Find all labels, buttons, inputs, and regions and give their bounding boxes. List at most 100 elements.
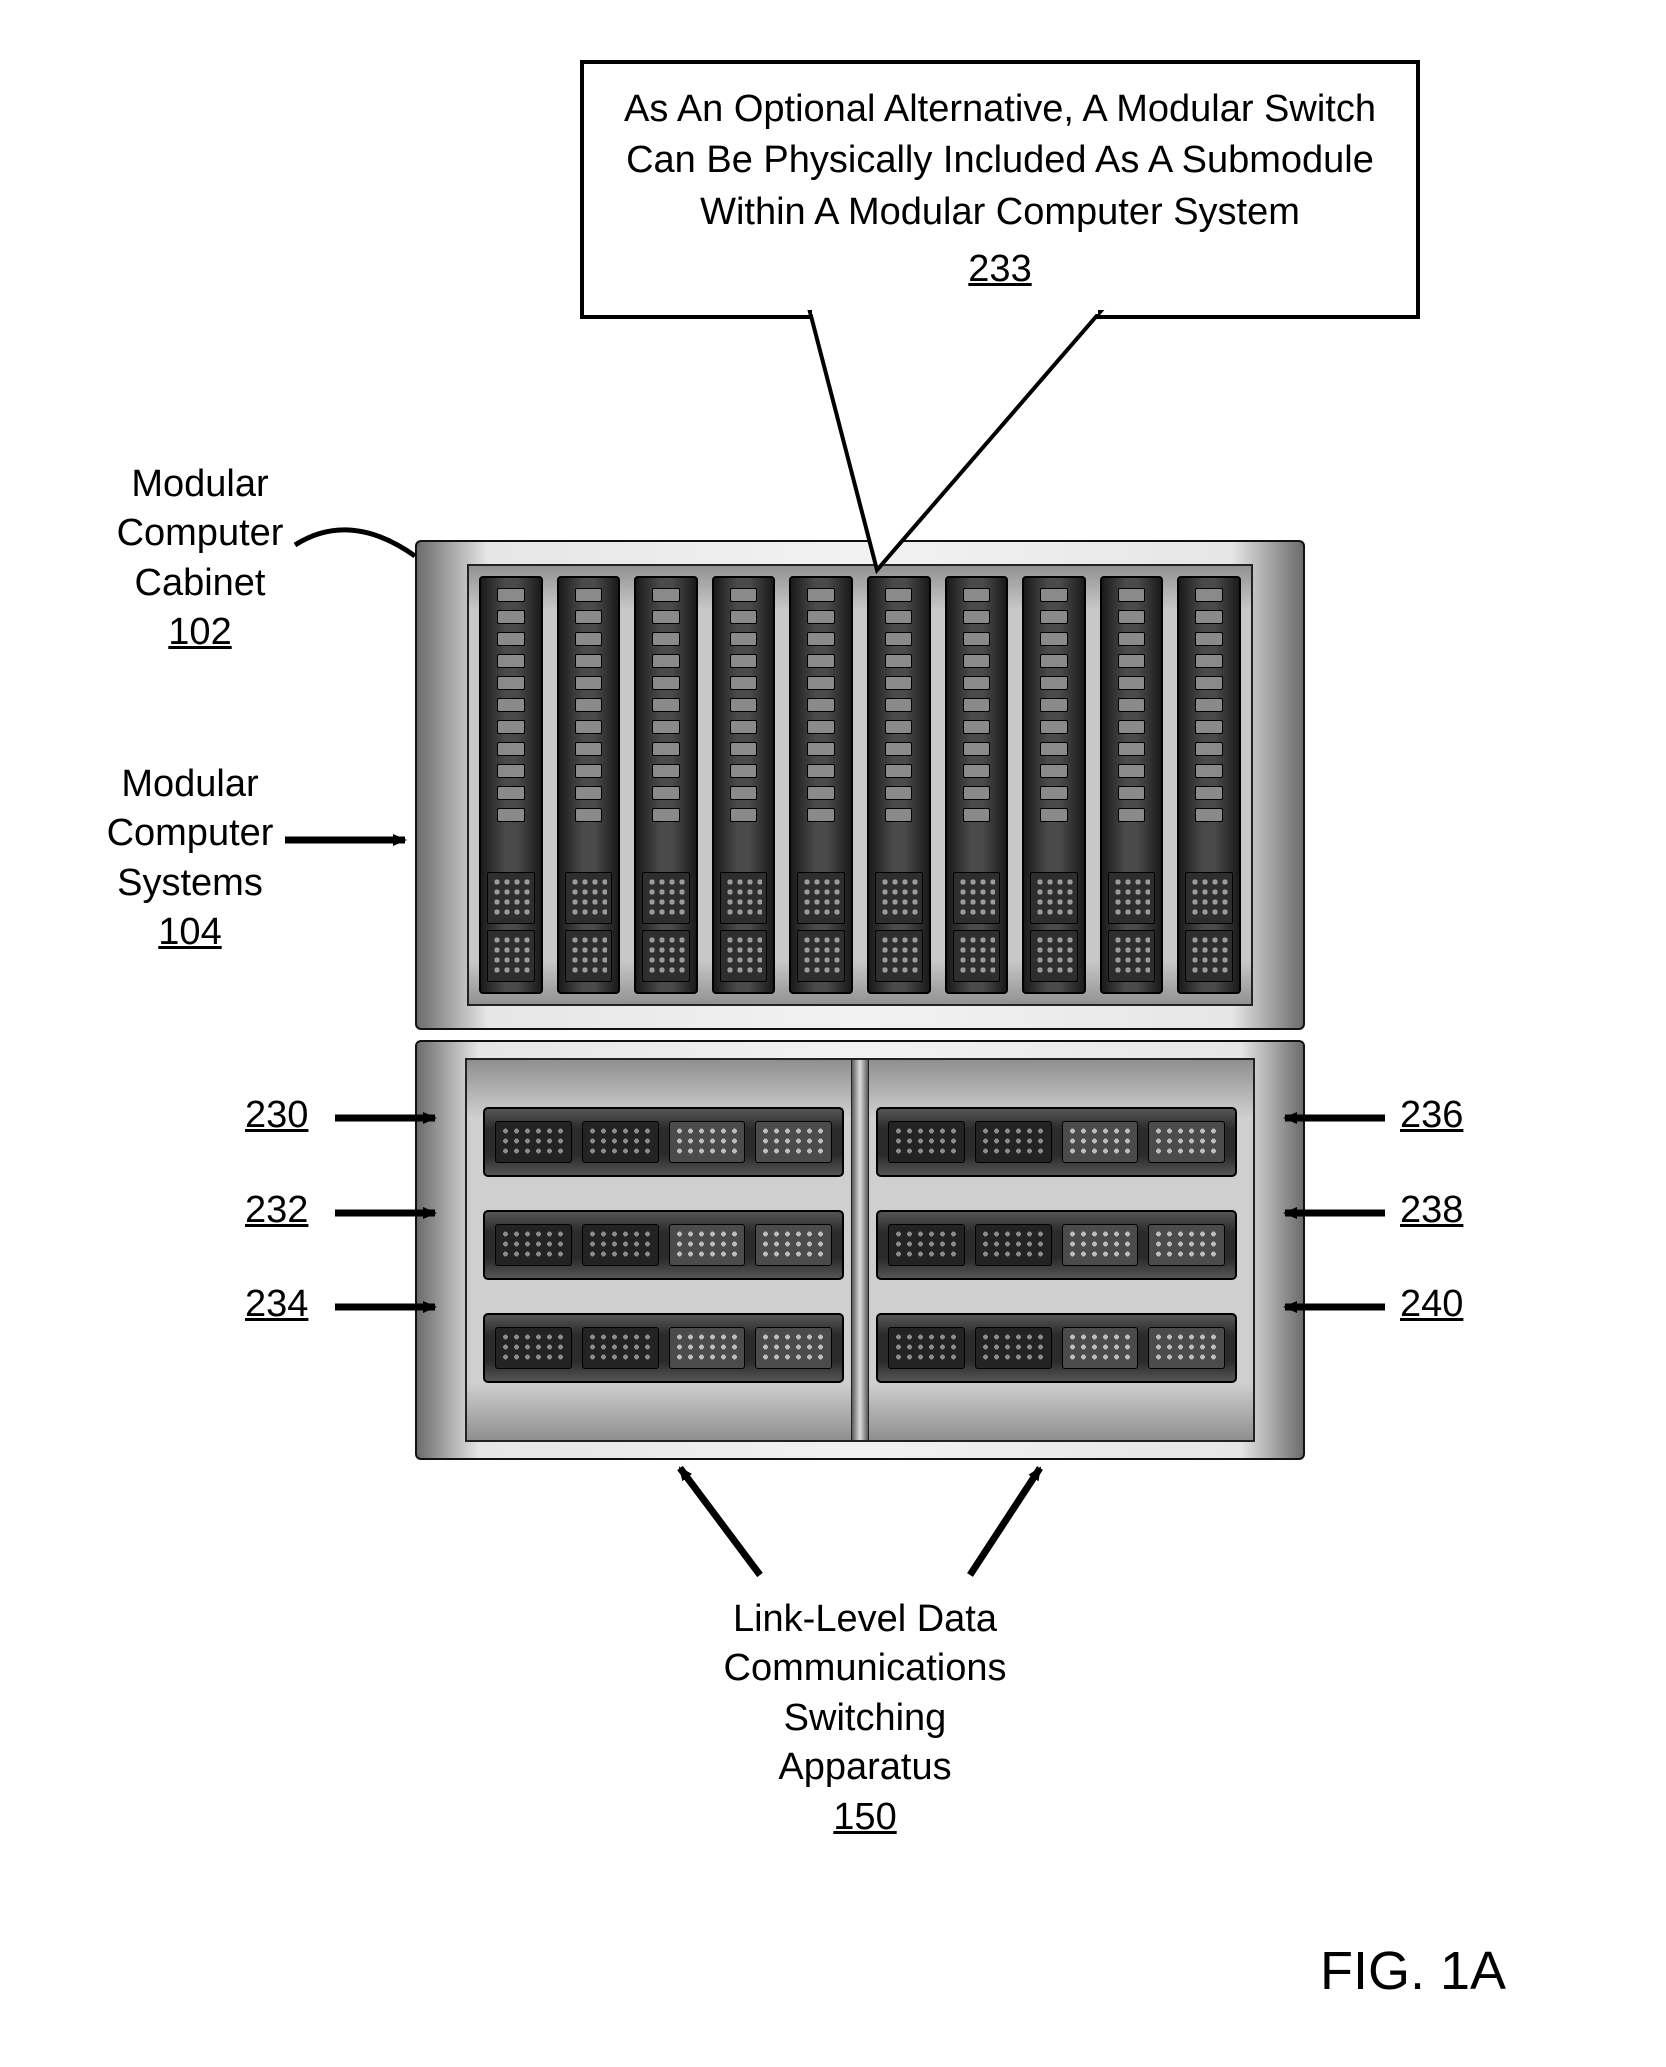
blade-port (730, 720, 757, 734)
blade-port (497, 808, 524, 822)
ref-left: 232 (245, 1189, 308, 1232)
blade-led-block (953, 930, 1001, 982)
blade-port (1118, 632, 1145, 646)
blade-led-block (875, 930, 923, 982)
blade-port (807, 632, 834, 646)
blade-led-block (1108, 930, 1156, 982)
blade-led-block (565, 930, 613, 982)
ref-right: 238 (1400, 1189, 1463, 1232)
blade-port (730, 742, 757, 756)
blade-port (652, 808, 679, 822)
blade-port (963, 610, 990, 624)
blade-led-block (565, 872, 613, 924)
blade-module (634, 576, 698, 994)
blade-port (497, 786, 524, 800)
blade-led-block (720, 930, 768, 982)
blade-port (963, 742, 990, 756)
blade-port (1040, 632, 1067, 646)
switch-rack-inner (465, 1058, 1255, 1442)
switch-led-bank (669, 1121, 746, 1163)
blade-port (1118, 610, 1145, 624)
switch-led-bank (669, 1327, 746, 1369)
switch-led-bank (669, 1224, 746, 1266)
blade-port (575, 742, 602, 756)
switch-port-bank (975, 1121, 1052, 1163)
blade-port (1195, 632, 1222, 646)
switch-led-bank (755, 1224, 832, 1266)
switch-module (876, 1313, 1237, 1383)
label-systems-l1: Modular (90, 760, 290, 809)
switch-module (483, 1313, 844, 1383)
switch-module (876, 1107, 1237, 1177)
blade-port (1040, 808, 1067, 822)
blade-port (885, 742, 912, 756)
blade-port (885, 610, 912, 624)
blade-port (1195, 610, 1222, 624)
ref-left: 230 (245, 1094, 308, 1137)
blade-led-block (875, 872, 923, 924)
blade-port (497, 632, 524, 646)
callout-ref: 233 (614, 244, 1386, 295)
blade-led-block (642, 872, 690, 924)
blade-port (1118, 698, 1145, 712)
blade-port (963, 588, 990, 602)
blade-row (467, 564, 1253, 1006)
blade-port (1195, 698, 1222, 712)
switch-module (483, 1107, 844, 1177)
blade-port (652, 698, 679, 712)
blade-port (885, 632, 912, 646)
blade-port (963, 720, 990, 734)
label-switching-l4: Apparatus (700, 1743, 1030, 1792)
blade-module (867, 576, 931, 994)
figure-page: As An Optional Alternative, A Modular Sw… (40, 40, 1626, 2027)
blade-port (652, 742, 679, 756)
blade-port (1040, 720, 1067, 734)
blade-port (730, 610, 757, 624)
blade-led-block (720, 872, 768, 924)
blade-port (807, 720, 834, 734)
blade-port (1040, 742, 1067, 756)
blade-port (652, 764, 679, 778)
blade-port (575, 764, 602, 778)
switch-led-bank (1148, 1121, 1225, 1163)
blade-port (652, 676, 679, 690)
blade-port (885, 786, 912, 800)
blade-port (1118, 742, 1145, 756)
blade-port (730, 676, 757, 690)
blade-port (1040, 764, 1067, 778)
blade-port (963, 786, 990, 800)
blade-port (885, 654, 912, 668)
blade-chassis (415, 540, 1305, 1030)
label-systems: Modular Computer Systems 104 (90, 760, 290, 958)
blade-port (730, 654, 757, 668)
blade-port (807, 676, 834, 690)
switch-led-bank (755, 1121, 832, 1163)
label-systems-l2: Computer (90, 809, 290, 858)
blade-port (575, 632, 602, 646)
blade-port (575, 808, 602, 822)
label-switching: Link-Level Data Communications Switching… (700, 1595, 1030, 1842)
blade-port (885, 764, 912, 778)
switch-module (483, 1210, 844, 1280)
blade-led-block (797, 930, 845, 982)
switch-port-bank (582, 1224, 659, 1266)
label-cabinet-l3: Cabinet (100, 559, 300, 608)
callout-line2: Can Be Physically Included As A Submodul… (614, 135, 1386, 186)
switch-module (876, 1210, 1237, 1280)
blade-port (963, 632, 990, 646)
switch-port-bank (975, 1327, 1052, 1369)
blade-port (1118, 588, 1145, 602)
blade-port (652, 654, 679, 668)
ref-left: 234 (245, 1283, 308, 1326)
blade-port (497, 610, 524, 624)
blade-port (807, 764, 834, 778)
blade-module (945, 576, 1009, 994)
blade-module (1100, 576, 1164, 994)
label-cabinet-l1: Modular (100, 460, 300, 509)
blade-port (497, 654, 524, 668)
blade-port (730, 698, 757, 712)
callout-line3: Within A Modular Computer System (614, 187, 1386, 238)
blade-port (497, 742, 524, 756)
blade-port (652, 786, 679, 800)
blade-port (963, 764, 990, 778)
